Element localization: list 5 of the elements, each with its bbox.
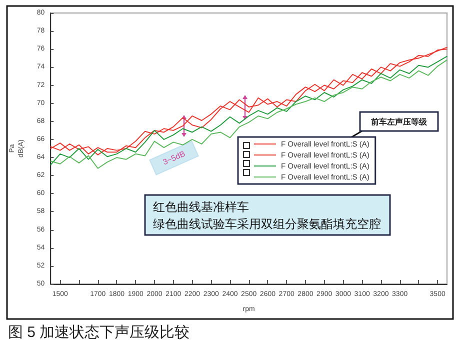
annotation: 前车左声压等级 (370, 118, 428, 126)
annotation: 绿色曲线试验车采用双组分聚氨酯填充空腔 (153, 217, 381, 231)
annotation: 红色曲线基准样车 (153, 200, 249, 214)
text: 图 5 加速状态下声压级比较 (8, 324, 190, 341)
annotation: 3~5dB (162, 149, 186, 167)
